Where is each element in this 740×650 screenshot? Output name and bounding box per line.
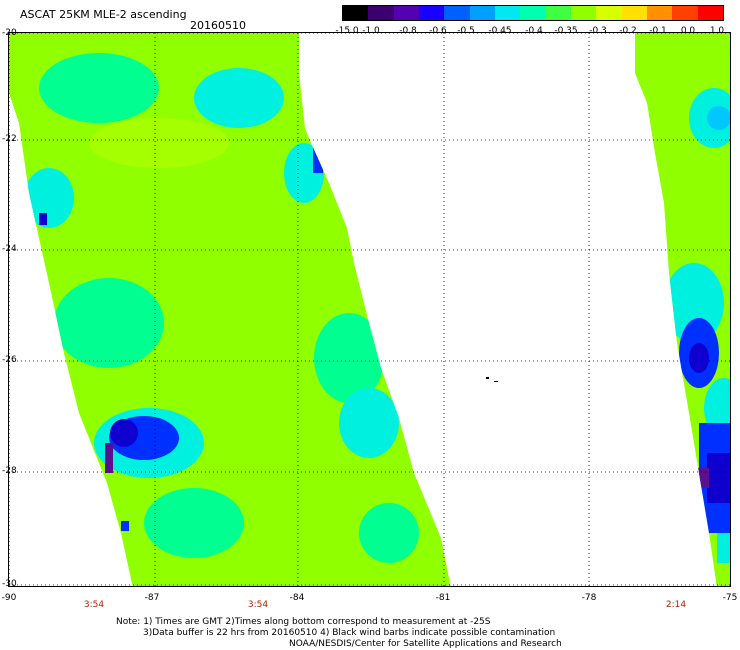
wind-cell bbox=[717, 533, 730, 563]
wind-region bbox=[54, 278, 164, 368]
lon-label: -81 bbox=[435, 593, 451, 603]
colorbar-swatch bbox=[596, 6, 622, 20]
wind-cell bbox=[121, 521, 129, 531]
lat-label: -20 bbox=[2, 28, 17, 38]
pass-time-label: 2:14 bbox=[665, 600, 687, 610]
wind-region bbox=[144, 488, 244, 558]
colorbar-label: -1.0 bbox=[362, 26, 380, 36]
lon-label: -75 bbox=[722, 593, 738, 603]
island-marker bbox=[486, 377, 489, 379]
lon-label: -84 bbox=[289, 593, 305, 603]
map-date: 20160510 bbox=[190, 19, 246, 32]
colorbar-label: 0.0 bbox=[680, 26, 696, 36]
colorbar-swatch bbox=[393, 6, 419, 20]
swath-image bbox=[9, 33, 730, 586]
wind-cell bbox=[707, 453, 730, 503]
colorbar-label: -0.8 bbox=[399, 26, 417, 36]
wind-region bbox=[24, 168, 74, 228]
colorbar-swatch bbox=[621, 6, 647, 20]
colorbar-swatch bbox=[570, 6, 597, 20]
lon-label: -90 bbox=[1, 593, 17, 603]
colorbar bbox=[342, 5, 724, 21]
colorbar-label: -0.3 bbox=[589, 26, 607, 36]
colorbar-label: 1.0 bbox=[709, 26, 725, 36]
wind-region bbox=[707, 106, 730, 130]
lat-label: -26 bbox=[2, 355, 17, 365]
colorbar-swatch bbox=[672, 6, 698, 20]
colorbar-swatch bbox=[418, 6, 445, 20]
lat-label: -30 bbox=[2, 579, 17, 589]
note-line-2: 3)Data buffer is 22 hrs from 20160510 4)… bbox=[143, 628, 556, 638]
colorbar-swatch bbox=[368, 6, 394, 20]
wind-region bbox=[39, 53, 159, 123]
pass-time-label: 3:54 bbox=[247, 600, 269, 610]
colorbar-swatch bbox=[494, 6, 521, 20]
colorbar-swatch bbox=[343, 6, 369, 20]
colorbar-label: -0.1 bbox=[649, 26, 667, 36]
colorbar-swatch bbox=[520, 6, 546, 20]
wind-region bbox=[339, 388, 399, 458]
island-marker bbox=[494, 381, 498, 382]
wind-region bbox=[89, 118, 229, 168]
note-line-1: Note: 1) Times are GMT 2)Times along bot… bbox=[116, 617, 491, 627]
colorbar-swatch bbox=[545, 6, 571, 20]
colorbar-label: -0.4 bbox=[525, 26, 543, 36]
colorbar-swatch bbox=[469, 6, 495, 20]
colorbar-label: -0.5 bbox=[457, 26, 475, 36]
colorbar-label: -0.35 bbox=[554, 26, 578, 36]
wind-cell bbox=[313, 143, 323, 173]
colorbar-label: -0.45 bbox=[488, 26, 512, 36]
wind-cell bbox=[105, 443, 113, 473]
note-line-3: NOAA/NESDIS/Center for Satellite Applica… bbox=[289, 639, 562, 649]
map-title: ASCAT 25KM MLE-2 ascending bbox=[20, 8, 187, 21]
wind-region bbox=[689, 343, 709, 373]
pass-time-label: 3:54 bbox=[83, 600, 105, 610]
wind-cell bbox=[697, 468, 709, 488]
colorbar-swatch bbox=[646, 6, 673, 20]
wind-region bbox=[194, 68, 284, 128]
lat-label: -24 bbox=[2, 244, 17, 254]
satellite-swath bbox=[9, 33, 451, 586]
colorbar-swatch bbox=[444, 6, 470, 20]
lon-label: -87 bbox=[144, 593, 160, 603]
wind-region bbox=[314, 313, 384, 403]
wind-region bbox=[110, 419, 138, 447]
lat-label: -28 bbox=[2, 466, 17, 476]
wind-map-plot bbox=[8, 32, 731, 587]
colorbar-swatch bbox=[697, 6, 723, 20]
colorbar-label: -15.0 bbox=[335, 26, 359, 36]
colorbar-label: -0.2 bbox=[619, 26, 637, 36]
lon-label: -78 bbox=[581, 593, 597, 603]
satellite-swath bbox=[635, 33, 730, 586]
colorbar-label: -0.6 bbox=[429, 26, 447, 36]
lat-label: -22 bbox=[2, 134, 17, 144]
wind-region bbox=[359, 503, 419, 563]
wind-cell bbox=[39, 213, 47, 225]
